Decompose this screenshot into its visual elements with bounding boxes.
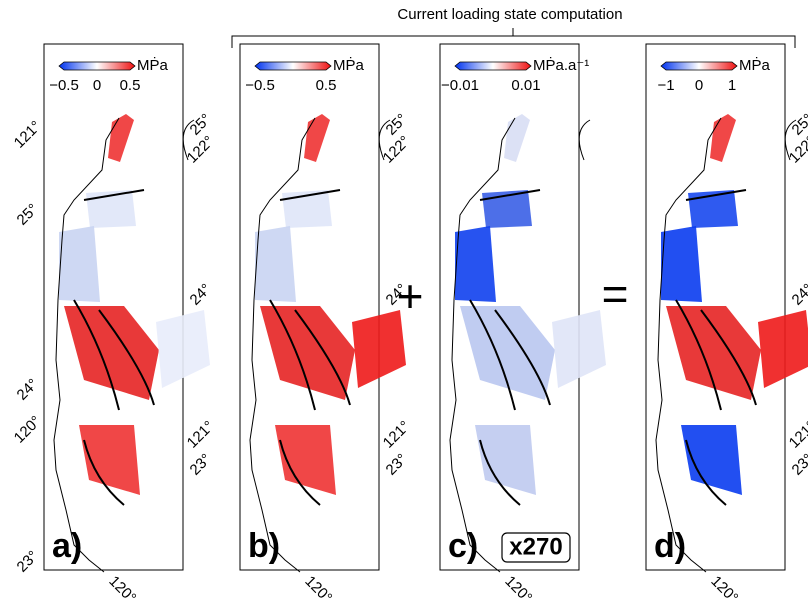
colorbar-tick-label: −1 [657,77,674,94]
fault-trace [469,189,551,506]
coastline [249,117,316,573]
colorbar-tick-label: −0.5 [49,77,79,94]
fault-patch [59,226,100,302]
colorbar [660,61,738,71]
latlon-label: 122° [380,133,414,167]
latlon-label: 24° [14,376,42,404]
fault-patch [86,190,136,228]
fault-patch [482,190,532,228]
panel-label: c) [448,527,478,565]
colorbar-unit: MṖa [137,56,169,74]
colorbar [254,61,332,71]
latlon-label: 120° [105,573,139,607]
bracket [231,28,796,48]
plus-operator: + [397,270,424,322]
latlon-label: 23° [187,451,215,479]
latlon-label: 23° [789,451,808,479]
island [378,119,391,161]
colorbar-unit: MṖa.a⁻¹ [533,56,589,74]
colorbar-tick-label: −0.5 [245,77,275,94]
colorbar [58,61,136,71]
map-panel: MṖa−0.5 0.5b)25°122°24°121°23°120° [239,43,414,607]
latlon-label: 23° [14,548,42,576]
island [784,119,797,161]
fault-trace [269,189,351,506]
equals-operator: = [602,268,629,320]
header-title: Current loading state computation [397,6,622,23]
fault-patch [460,306,555,400]
map-panel: MṖa.a⁻¹ −0.01 0.01 c) x270 120° [439,43,606,607]
latlon-label: 121° [184,418,218,452]
fault-patch [255,226,296,302]
colorbar-unit: MṖa [333,56,365,74]
latlon-label: 25° [187,111,215,139]
fault-patch [552,310,606,388]
latlon-label: 23° [383,451,411,479]
latlon-label: 121° [380,418,414,452]
coastline [449,117,516,573]
colorbar-unit: MṖa [739,56,771,74]
latlon-label: 120° [501,573,535,607]
coastline [655,117,722,573]
colorbar-tick-label: 0.01 [511,77,540,94]
panel-label: b) [248,527,280,565]
fault-patch [681,425,742,495]
colorbar-tick-label: 0 [93,77,101,94]
latlon-label: 120° [301,573,335,607]
coastline [53,117,120,573]
fault-patch [475,425,536,495]
fault-patch [282,190,332,228]
latlon-label: 25° [383,111,411,139]
scale-badge [501,532,571,563]
fault-patch [758,310,808,388]
fault-patch [260,306,355,400]
fault-patch [156,310,210,388]
fault-trace [73,189,155,506]
latlon-label: 24° [789,281,808,309]
colorbar-tick-label: 0 [695,77,703,94]
latlon-label: 24° [187,281,215,309]
map-panel: MṖa−0.5 0 0.5a)121°25°24°120°23°25°122°24°… [11,43,218,607]
fault-patch [661,226,702,302]
fault-patch [79,425,140,495]
latlon-label: 122° [184,133,218,167]
latlon-label: 120° [11,413,45,447]
fault-patch [666,306,761,400]
fault-patch [455,226,496,302]
panel-label: d) [654,527,686,565]
panel-label: a) [52,527,82,565]
latlon-label: 25° [14,201,42,229]
fault-patch [688,190,738,228]
colorbar-tick-label: −0.01 [441,77,479,94]
latlon-label: 121° [786,418,808,452]
colorbar-tick-label: 1 [728,77,736,94]
fault-patch [64,306,159,400]
island [578,119,591,161]
fault-patch [352,310,406,388]
scale-badge-text: x270 [509,533,562,560]
latlon-label: 122° [786,133,808,167]
colorbar-tick-label: 0.5 [120,77,141,94]
colorbar [454,61,532,71]
fault-patch [275,425,336,495]
latlon-label: 121° [11,118,45,152]
latlon-label: 120° [707,573,741,607]
colorbar-tick-label: 0.5 [316,77,337,94]
island [182,119,195,161]
fault-trace [675,189,757,506]
map-panel: MṖa−1 0 1d)25°122°24°121°23°120° [645,43,808,607]
